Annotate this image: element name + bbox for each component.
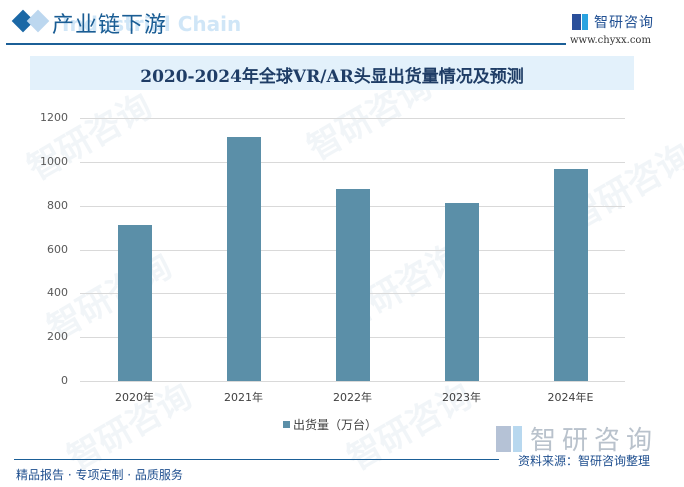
brand-watermark: 智研咨询 (496, 420, 658, 457)
watermark: 智研咨询 (60, 376, 199, 479)
x-axis-tick-label: 2020年 (115, 391, 154, 404)
brand-name: 智研咨询 (594, 15, 654, 31)
x-axis-tick-label: 2022年 (333, 391, 372, 404)
y-axis-tick-label: 600 (47, 242, 68, 256)
x-axis-tick-label: 2021年 (224, 391, 263, 404)
bar (335, 188, 370, 381)
y-axis-tick-label: 400 (47, 286, 68, 300)
legend-label: 出货量（万台） (293, 418, 378, 432)
brand-watermark-name: 智研咨询 (530, 426, 659, 456)
y-axis-tick-label: 1000 (40, 154, 68, 168)
x-axis-tick-label: 2024年E (547, 391, 594, 404)
y-axis-tick-label: 0 (61, 374, 68, 387)
y-axis-tick-label: 1200 (40, 111, 68, 124)
legend-swatch (283, 421, 290, 428)
y-axis-tick-label: 200 (47, 330, 68, 344)
gridline (80, 161, 625, 163)
bar (226, 137, 261, 381)
brand-logo-icon (496, 425, 522, 452)
chart-title: 2020-2024年全球VR/AR头显出货量情况及预测 (140, 67, 524, 87)
x-axis-tick-label: 2023年 (442, 391, 481, 404)
y-axis-tick-label: 800 (47, 198, 68, 212)
brand-url: www.chyxx.com (570, 35, 651, 46)
header-divider (6, 43, 566, 45)
footer-divider (14, 459, 499, 460)
footer-tagline: 精品报告 · 专项定制 · 品质服务 (16, 468, 183, 482)
brand-logo: 智研咨询 (572, 12, 654, 32)
source-note: 资料来源：智研咨询整理 (518, 454, 651, 468)
chart-title-band: 2020-2024年全球VR/AR头显出货量情况及预测 (30, 56, 634, 90)
bar (444, 203, 479, 381)
gridline (80, 118, 625, 119)
watermark: 智研咨询 (20, 86, 159, 189)
chart-legend: 出货量（万台） (283, 416, 377, 433)
brand-logo-icon (572, 14, 588, 30)
bar (117, 225, 152, 381)
section-subtitle: Industrial Chain (62, 12, 242, 36)
section-title: 产业链下游 (52, 13, 168, 38)
bar (553, 168, 588, 381)
gridline (80, 381, 625, 382)
diamond-icon (26, 9, 50, 33)
